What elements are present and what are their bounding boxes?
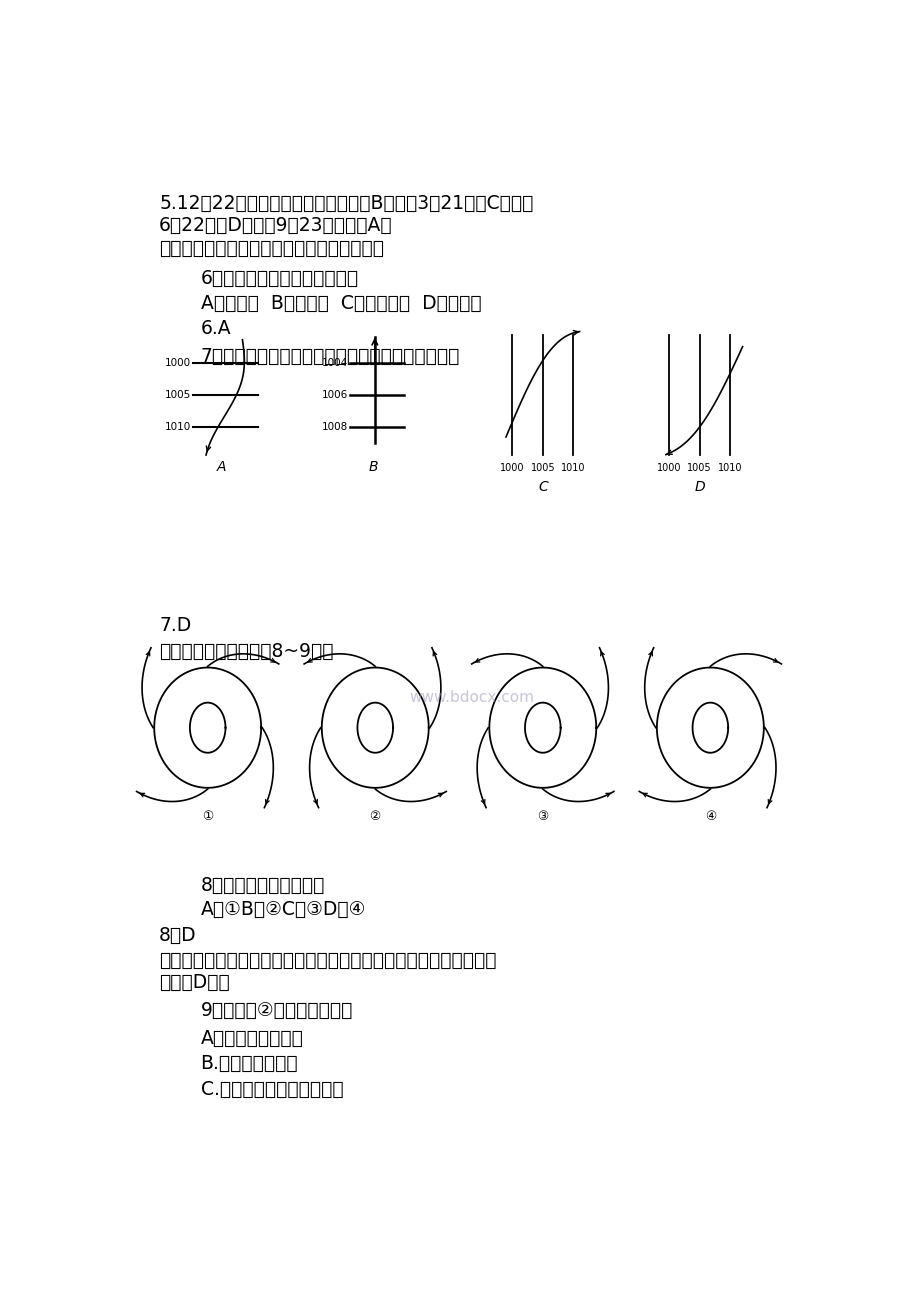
Text: ④: ④ <box>704 810 715 823</box>
Text: 8、表示南半球气旋的是: 8、表示南半球气旋的是 <box>200 876 324 894</box>
Text: 9、有关图②的说法正确的是: 9、有关图②的说法正确的是 <box>200 1001 353 1021</box>
Text: C.夏秋季节易形成台风危害: C.夏秋季节易形成台风危害 <box>200 1079 343 1099</box>
Text: 6、天气现象多变的大气层属于: 6、天气现象多变的大气层属于 <box>200 268 358 288</box>
Text: 8、D: 8、D <box>159 926 197 945</box>
Text: 1000: 1000 <box>656 464 680 473</box>
Text: 1008: 1008 <box>322 422 347 432</box>
Text: B.多带来阴雨天气: B.多带来阴雨天气 <box>200 1053 298 1073</box>
Text: B: B <box>369 460 378 474</box>
Text: 6.A: 6.A <box>200 319 231 337</box>
Text: 1010: 1010 <box>165 422 191 432</box>
Text: 1010: 1010 <box>718 464 742 473</box>
Text: ①: ① <box>202 810 213 823</box>
Text: 1006: 1006 <box>322 389 347 400</box>
Text: 7.D: 7.D <box>159 616 191 635</box>
Text: 7、下列四幅小图能正确反映北半球近地面风向的是: 7、下列四幅小图能正确反映北半球近地面风向的是 <box>200 346 460 366</box>
Text: 考点：地球的宇宙环境、时间计算、地球公转: 考点：地球的宇宙环境、时间计算、地球公转 <box>159 238 384 258</box>
Text: A、①B、②C、③D、④: A、①B、②C、③D、④ <box>200 900 366 919</box>
Text: 读气旋反气旋图，完成8~9题。: 读气旋反气旋图，完成8~9题。 <box>159 642 334 660</box>
Text: C: C <box>538 480 547 493</box>
Text: A: A <box>216 460 226 474</box>
Text: D: D <box>694 480 704 493</box>
Text: 《解析》本题考查天气系统。气旋为低压中心，南半球则风向向左偏: 《解析》本题考查天气系统。气旋为低压中心，南半球则风向向左偏 <box>159 952 496 970</box>
Text: ③: ③ <box>537 810 548 823</box>
Text: 1000: 1000 <box>499 464 524 473</box>
Text: 1005: 1005 <box>686 464 711 473</box>
Text: 5.12月22日，与着陆时间最相近；耋B位置为3月21日，C位置为: 5.12月22日，与着陆时间最相近；耋B位置为3月21日，C位置为 <box>159 194 533 214</box>
Text: ②: ② <box>369 810 380 823</box>
Text: A、对流层  B、平流层  C、高层大气  D、电离层: A、对流层 B、平流层 C、高层大气 D、电离层 <box>200 293 481 312</box>
Text: www.bdocx.com: www.bdocx.com <box>409 690 533 706</box>
Text: 1000: 1000 <box>165 358 191 367</box>
Text: 6月22日，D位置为9月23日。故选A。: 6月22日，D位置为9月23日。故选A。 <box>159 216 392 236</box>
Text: 1010: 1010 <box>561 464 585 473</box>
Text: 1005: 1005 <box>165 389 191 400</box>
Text: 1004: 1004 <box>322 358 347 367</box>
Text: A、中心气流呈上升: A、中心气流呈上升 <box>200 1029 303 1047</box>
Text: 1005: 1005 <box>530 464 554 473</box>
Text: ，故选D项。: ，故选D项。 <box>159 974 230 992</box>
